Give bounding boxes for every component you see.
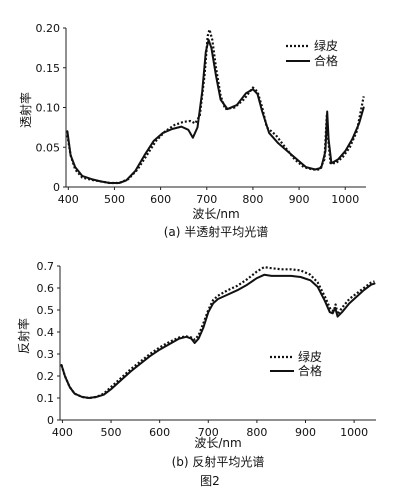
x-tick-label: 900: [295, 426, 316, 439]
caption-b: (b) 反射平均光谱: [172, 454, 265, 469]
x-tick-label: 800: [246, 426, 267, 439]
x-tick-label: 600: [150, 193, 171, 206]
x-tick-label: 500: [101, 426, 122, 439]
series-line-solid: [60, 273, 376, 399]
legend-label: 合格: [298, 363, 322, 378]
ticks-a: 400 500 600 700 800 900 1000 0 0.05 0.10 0.15 0.20: [36, 22, 360, 206]
legend-label: 合格: [314, 53, 338, 68]
y-tick-label: 0.10: [36, 102, 61, 115]
y-tick-label: 0: [53, 181, 60, 194]
y-tick-label: 0.1: [37, 392, 55, 405]
y-tick-label: 0.2: [37, 370, 55, 383]
y-tick-label: 0.3: [37, 348, 55, 361]
x-tick-label: 900: [289, 193, 310, 206]
x-tick-label: 400: [58, 193, 79, 206]
y-tick-label: 0.7: [37, 260, 55, 273]
x-tick-label: 600: [149, 426, 170, 439]
x-tick-label: 400: [52, 426, 73, 439]
x-tick-label: 700: [196, 193, 217, 206]
y-tick-label: 0.4: [37, 326, 55, 339]
x-tick-label: 700: [198, 426, 219, 439]
series-b: [60, 266, 376, 400]
ylabel-b: 反射率: [16, 318, 31, 354]
y-tick-label: 0.05: [36, 141, 61, 154]
legend-label: 绿皮: [314, 38, 338, 53]
y-tick-label: 0: [47, 414, 54, 427]
figure-label: 图2: [200, 474, 220, 488]
ticks-b: 400 500 600 700 800 900 1000 0 0.1 0.2 0.3 0.4 0.5 0.…: [37, 260, 369, 439]
axes-b: [59, 266, 376, 421]
chart-transmittance: 400 500 600 700 800 900 100000.050.100.150.20 …: [18, 22, 366, 239]
series-a: [66, 28, 365, 185]
y-tick-label: 0.15: [36, 62, 61, 75]
caption-a: (a) 半透射平均光谱: [164, 224, 269, 239]
xlabel-a: 波长/nm: [192, 207, 239, 221]
y-tick-label: 0.6: [37, 282, 55, 295]
chart-reflectance: 400 500 600 700 800 900 1000 0 0.1 0.2 0.3 0.4 0.5 0.…: [16, 260, 376, 469]
y-tick-label: 0.20: [36, 22, 61, 35]
series-line-dotted: [60, 266, 375, 400]
x-tick-label: 800: [242, 193, 263, 206]
ylabel-a: 透射率: [18, 92, 33, 128]
legend-label: 绿皮: [298, 349, 322, 364]
x-tick-label: 1000: [340, 426, 368, 439]
x-tick-label: 1000: [331, 193, 359, 206]
x-tick-label: 500: [104, 193, 125, 206]
xlabel-b: 波长/nm: [194, 436, 241, 450]
series-line-solid: [66, 38, 365, 184]
y-tick-label: 0.5: [37, 304, 55, 317]
